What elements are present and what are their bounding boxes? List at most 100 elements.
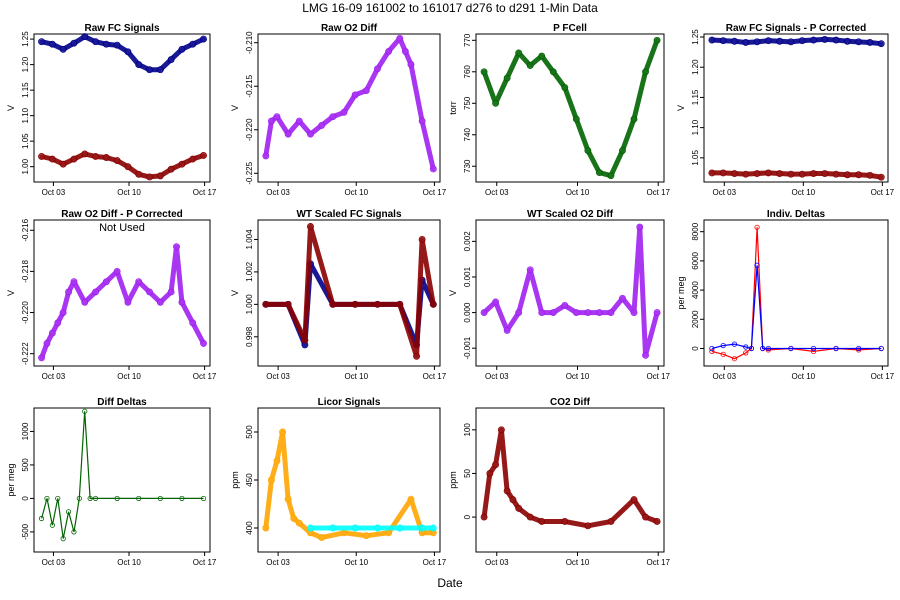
data-point <box>630 496 638 504</box>
data-point <box>636 223 644 231</box>
data-point <box>413 352 421 360</box>
series-line <box>711 265 882 350</box>
panel-title: Raw O2 Diff - P Corrected <box>61 209 183 220</box>
data-point <box>178 298 186 306</box>
data-point <box>748 345 755 352</box>
data-point <box>92 153 99 160</box>
data-point <box>407 61 415 68</box>
data-point <box>362 532 370 540</box>
panel-title: WT Scaled O2 Diff <box>527 209 614 220</box>
data-point <box>48 329 56 337</box>
data-point <box>642 68 649 76</box>
y-axis-label: torr <box>448 101 458 115</box>
data-point <box>340 108 348 116</box>
data-point <box>561 84 569 91</box>
data-point <box>38 153 46 160</box>
data-point <box>284 495 292 503</box>
series-band <box>263 429 436 541</box>
x-tick-label: Oct 17 <box>193 558 217 567</box>
panel-title: CO2 Diff <box>550 397 591 408</box>
data-point <box>856 347 862 353</box>
data-point <box>43 339 51 347</box>
panel-3: P FCell torr 730 740 750 760 770 Oct 03 Oct 10 Oc… <box>448 23 671 197</box>
data-point <box>708 169 716 177</box>
data-point <box>642 351 649 359</box>
data-point <box>810 345 817 352</box>
y-tick-label: -0.218 <box>21 260 30 283</box>
data-point <box>262 152 270 160</box>
y-tick-label: -0.220 <box>21 301 30 324</box>
y-tick-label: 0 <box>691 346 700 351</box>
panel-title: Raw FC Signals - P Corrected <box>726 23 866 34</box>
data-point <box>572 309 580 317</box>
data-point <box>653 309 661 317</box>
y-tick-label: 1.25 <box>21 31 30 47</box>
data-point <box>178 45 186 53</box>
data-point <box>538 52 546 60</box>
y-axis-label: ppm <box>448 471 458 489</box>
x-tick-label: Oct 17 <box>646 188 670 197</box>
data-point <box>418 524 426 532</box>
data-series <box>307 524 437 532</box>
data-point <box>526 513 534 521</box>
data-point <box>157 495 163 502</box>
data-point <box>362 87 370 95</box>
data-point <box>146 288 153 296</box>
x-tick-label: Oct 17 <box>423 558 447 567</box>
series-band <box>481 224 660 358</box>
data-point <box>607 309 615 317</box>
data-point <box>503 487 511 495</box>
data-point <box>526 266 534 274</box>
data-point <box>765 347 771 353</box>
y-tick-label: 1.20 <box>691 59 700 75</box>
data-point <box>178 160 186 168</box>
plot-frame <box>257 33 441 183</box>
data-point <box>329 524 337 532</box>
y-tick-label: 450 <box>245 473 254 487</box>
data-point <box>760 345 766 352</box>
series-band <box>709 36 884 47</box>
data-series <box>38 408 207 542</box>
data-point <box>200 35 207 43</box>
panel-1: Raw FC Signals V 1.00 1.05 1.10 1.15 1.20 1.25 O… <box>6 23 217 197</box>
data-point <box>765 345 771 352</box>
data-series <box>709 224 884 362</box>
panel-8: Indiv. Deltas per meg 0 2000 4000 6000 8000 Oct… <box>676 209 895 381</box>
data-point <box>753 170 761 177</box>
data-series <box>480 36 661 180</box>
data-point <box>59 160 67 168</box>
series-line <box>41 411 204 539</box>
y-tick-label: 400 <box>245 521 254 535</box>
panel-6: WT Scaled FC Signals V 0.998 1.000 1.002 1.00… <box>230 209 447 381</box>
series-band <box>39 151 206 180</box>
y-tick-label: 1.15 <box>691 89 700 105</box>
data-point <box>49 522 55 528</box>
data-series <box>480 426 661 530</box>
data-point <box>572 115 580 123</box>
data-point <box>262 300 270 308</box>
data-point <box>549 309 557 317</box>
data-point <box>480 68 488 76</box>
data-point <box>607 518 615 525</box>
data-point <box>70 155 78 163</box>
figure-title: LMG 16-09 161002 to 161017 d276 to d291 … <box>302 1 598 15</box>
y-axis-label: V <box>230 290 240 296</box>
data-point <box>124 298 132 306</box>
data-point <box>584 522 592 530</box>
data-point <box>87 495 93 502</box>
data-point <box>102 278 110 286</box>
data-point <box>156 172 164 180</box>
x-tick-label: Oct 17 <box>871 188 895 197</box>
data-point <box>877 173 885 181</box>
data-point <box>48 40 56 48</box>
data-point <box>821 35 829 43</box>
panel-title: Indiv. Deltas <box>767 209 826 220</box>
data-point <box>731 356 738 362</box>
series-band <box>39 244 206 361</box>
data-point <box>492 298 500 306</box>
data-point <box>385 47 393 55</box>
plot-frame <box>703 33 889 183</box>
panel-7: WT Scaled O2 Diff V -0.001 0.000 0.001 0.002 O… <box>448 209 671 381</box>
plot-frame <box>33 33 211 183</box>
